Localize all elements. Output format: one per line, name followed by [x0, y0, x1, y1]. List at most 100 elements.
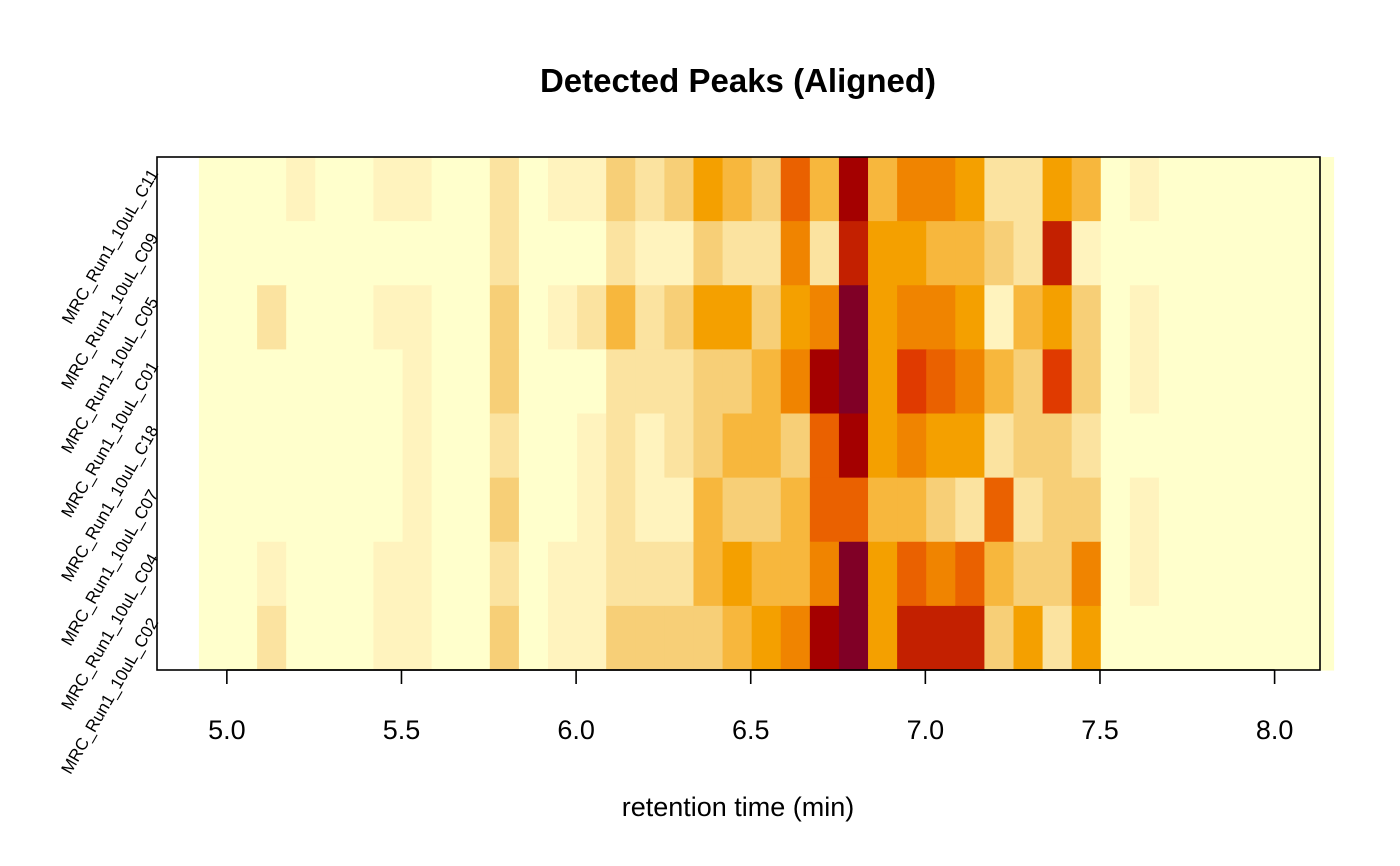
heatmap-cell: [809, 541, 840, 607]
heatmap-cell: [1217, 285, 1247, 350]
heatmap-cell: [780, 605, 811, 671]
heatmap-cell: [809, 605, 840, 671]
heatmap-cell: [1129, 285, 1160, 350]
heatmap-cell: [1129, 349, 1160, 415]
heatmap-cell: [1246, 157, 1276, 222]
heatmap-cell: [722, 477, 753, 543]
heatmap-cell: [577, 477, 607, 543]
x-tick-label: 7.0: [907, 715, 945, 745]
heatmap-cell: [1246, 605, 1276, 671]
heatmap-cell: [606, 285, 636, 350]
heatmap-cell: [1188, 477, 1218, 543]
heatmap-cell: [1158, 157, 1189, 222]
heatmap-cell: [926, 285, 956, 350]
heatmap-cell: [1246, 349, 1276, 415]
heatmap-cell: [1013, 541, 1044, 607]
heatmap-cell: [635, 605, 665, 671]
heatmap-cell: [1042, 285, 1073, 350]
heatmap-cell: [402, 221, 433, 286]
heatmap-cell: [1042, 541, 1073, 607]
heatmap-cell: [635, 157, 665, 222]
heatmap-cell: [577, 285, 607, 350]
heatmap-cell: [548, 605, 578, 671]
heatmap-cell: [1100, 477, 1131, 543]
heatmap-cell: [1071, 541, 1102, 607]
heatmap-cell: [402, 157, 433, 222]
heatmap-cell: [1217, 157, 1247, 222]
heatmap-cell: [460, 349, 491, 415]
heatmap-cell: [809, 221, 840, 286]
heatmap-cell: [1246, 477, 1276, 543]
heatmap-cell: [1188, 157, 1218, 222]
heatmap-cell: [722, 541, 753, 607]
heatmap-cell: [373, 285, 404, 350]
heatmap-cell: [722, 413, 753, 479]
heatmap-cell: [1129, 605, 1160, 671]
heatmap-cell: [838, 413, 869, 479]
heatmap-cell: [548, 413, 578, 479]
heatmap-cell: [838, 285, 869, 350]
heatmap-cell: [489, 221, 520, 286]
heatmap-cell: [1013, 477, 1044, 543]
heatmap-cell: [198, 349, 229, 415]
heatmap-cell: [1013, 605, 1044, 671]
heatmap-cell: [1042, 157, 1073, 222]
heatmap-cell: [257, 221, 287, 286]
heatmap-cell: [228, 605, 258, 671]
heatmap-cell: [373, 349, 404, 415]
heatmap-cell: [1217, 541, 1247, 607]
heatmap-cell: [722, 221, 753, 286]
heatmap-cells: [198, 157, 1335, 671]
heatmap-cell: [1042, 413, 1073, 479]
heatmap-cell: [1188, 285, 1218, 350]
heatmap-cell: [838, 221, 869, 286]
heatmap-cell: [635, 221, 665, 286]
heatmap-cell: [926, 349, 956, 415]
heatmap-cell: [693, 349, 724, 415]
heatmap-cell: [257, 285, 287, 350]
heatmap-cell: [838, 157, 869, 222]
heatmap-cell: [1013, 285, 1044, 350]
heatmap-cell: [984, 477, 1015, 543]
heatmap-cell: [373, 477, 404, 543]
heatmap-cell: [926, 157, 956, 222]
heatmap-cell: [577, 605, 607, 671]
heatmap-cell: [897, 285, 927, 350]
heatmap-cell: [751, 349, 782, 415]
heatmap-cell: [1129, 541, 1160, 607]
heatmap-cell: [1275, 157, 1306, 222]
heatmap-cell: [286, 541, 316, 607]
heatmap-cell: [344, 541, 375, 607]
heatmap-cell: [751, 221, 782, 286]
heatmap-cell: [693, 541, 724, 607]
x-tick-label: 7.5: [1081, 715, 1119, 745]
heatmap-cell: [548, 157, 578, 222]
heatmap-cell: [897, 605, 927, 671]
heatmap-cell: [228, 477, 258, 543]
heatmap-cell: [460, 477, 491, 543]
heatmap-cell: [402, 541, 433, 607]
heatmap-cell: [664, 285, 695, 350]
heatmap-cell: [1158, 349, 1189, 415]
heatmap-cell: [664, 413, 695, 479]
heatmap-cell: [344, 605, 375, 671]
heatmap-cell: [489, 605, 520, 671]
heatmap-cell: [1158, 285, 1189, 350]
heatmap-cell: [809, 413, 840, 479]
heatmap-cell: [635, 285, 665, 350]
heatmap-cell: [1217, 605, 1247, 671]
heatmap-cell: [984, 285, 1015, 350]
heatmap-cell: [402, 349, 433, 415]
heatmap-cell: [955, 605, 985, 671]
heatmap-cell: [228, 157, 258, 222]
heatmap-cell: [1217, 477, 1247, 543]
heatmap-cell: [460, 541, 491, 607]
heatmap-cell: [984, 605, 1015, 671]
heatmap-cell: [344, 477, 375, 543]
heatmap-cell: [606, 413, 636, 479]
heatmap-cell: [1217, 221, 1247, 286]
heatmap-cell: [868, 541, 898, 607]
heatmap-cell: [1246, 221, 1276, 286]
heatmap-cell: [1100, 157, 1131, 222]
